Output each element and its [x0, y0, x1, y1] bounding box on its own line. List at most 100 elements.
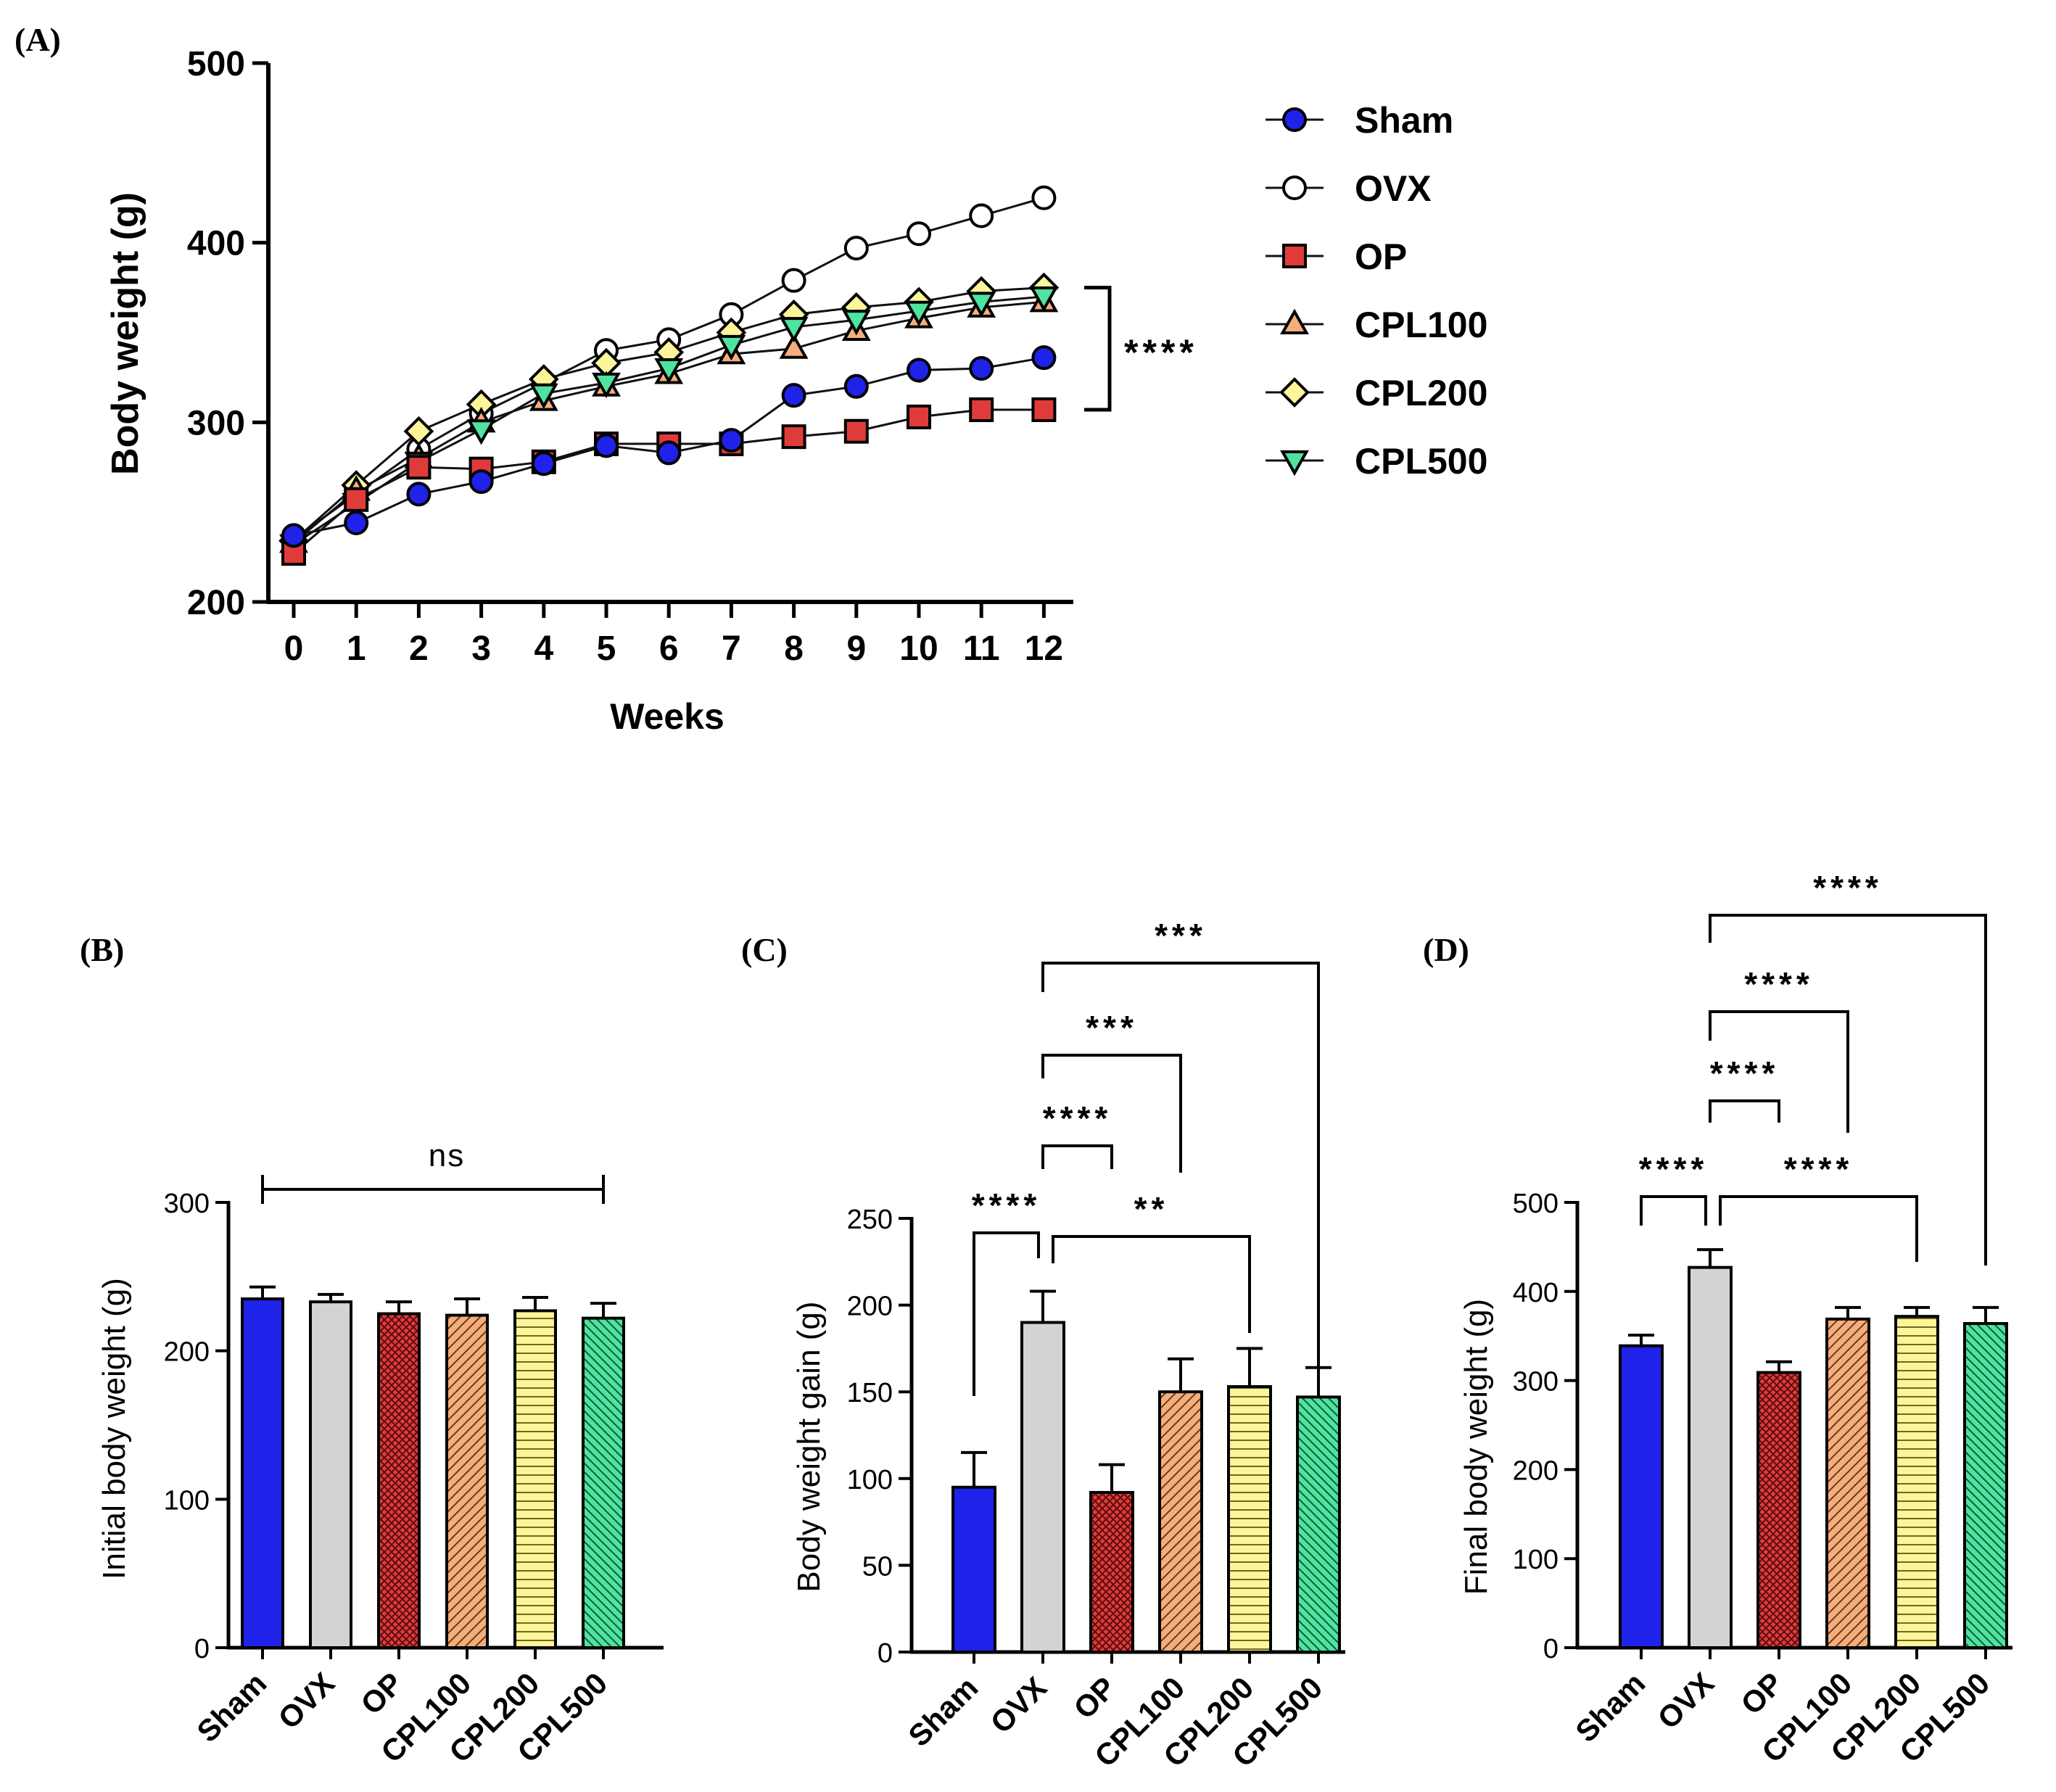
data-point-op: [907, 404, 931, 429]
panel-d-bar-cpl100: [1825, 1317, 1870, 1650]
legend-label-sham: Sham: [1355, 100, 1453, 141]
panel-a-xtick-label: 2: [409, 629, 429, 668]
panel-d-bracket-5: [1709, 914, 1987, 1265]
panel-d-label: (D): [1423, 931, 1469, 968]
panel-d-xtick-label-op: OP: [1734, 1666, 1789, 1721]
panel-a-legend: Sham OVX OP CPL100 CPL200 CPL500: [1266, 100, 1487, 482]
data-point-cpl500: [779, 317, 809, 343]
panel-b-label: (B): [80, 931, 124, 968]
panel-a-series: [278, 185, 1060, 566]
panel-b-bar-sham: [241, 1297, 284, 1649]
panel-c-ytick-label: 250: [847, 1205, 893, 1235]
data-point-cpl500: [967, 292, 996, 318]
panel-d-xtick-label-ovx: OVX: [1651, 1666, 1720, 1735]
panel-b-xtick-label-sham: Sham: [190, 1666, 273, 1748]
panel-d-ytick-label: 500: [1513, 1189, 1558, 1219]
panel-c-ylabel: Body weight gain (g): [791, 1301, 827, 1592]
legend-label-cpl500: CPL500: [1355, 441, 1487, 482]
panel-a-xtick-label: 4: [534, 629, 553, 668]
panel-a-xtick-label: 11: [963, 629, 1000, 668]
panel-b-xtick-label-op: OP: [354, 1666, 409, 1721]
panel-d-bracket-label-3: ****: [1710, 1054, 1780, 1092]
panel-d-ytick-label: 200: [1513, 1456, 1558, 1486]
legend-marker-op: [1282, 244, 1307, 268]
data-point-ovx: [1031, 185, 1057, 210]
panel-d-bracket-label-5: ****: [1813, 869, 1883, 907]
panel-a-xtick-label: 10: [899, 629, 938, 668]
panel-b-bar-chart: (B) Initial body weight (g) 0 100 200 300 Sh…: [80, 931, 664, 1769]
data-point-ovx: [907, 221, 931, 247]
panel-a-ytick-label: 400: [187, 225, 245, 263]
data-point-cpl500: [654, 358, 684, 384]
panel-d-ytick-label: 300: [1513, 1367, 1558, 1397]
panel-c-bar-chart: (C) Body weight gain (g) 0 50 100 150 200 250…: [741, 917, 1345, 1773]
data-point-sham: [468, 469, 494, 495]
panel-b-bar-op: [377, 1312, 421, 1649]
data-point-sham: [969, 356, 994, 381]
data-point-cpl500: [841, 310, 871, 336]
data-point-cpl500: [592, 372, 621, 399]
legend-label-cpl100: CPL100: [1355, 305, 1487, 345]
data-point-sham: [656, 440, 682, 466]
data-point-sham: [843, 373, 869, 399]
panel-b-ylabel: Initial body weight (g): [96, 1278, 132, 1580]
data-point-sham: [719, 428, 744, 453]
data-point-cpl500: [466, 419, 496, 445]
panel-a-ytick-label: 200: [187, 584, 245, 622]
panel-d-xtick-label-sham: Sham: [1569, 1666, 1651, 1748]
data-point-cpl500: [1029, 286, 1059, 313]
panel-d-bar-ovx: [1688, 1265, 1733, 1650]
panel-a-xlabel: Weeks: [610, 696, 724, 737]
panel-c-xtick-label-ovx: OVX: [983, 1670, 1053, 1740]
panel-c-bracket-label-2: **: [1134, 1190, 1169, 1228]
panel-a-line-chart: (A) Body weight (g) Weeks 200 300 400 500 0 1…: [15, 21, 1487, 737]
panel-d-bracket-label-2: ****: [1784, 1150, 1854, 1188]
data-point-op: [344, 487, 369, 512]
legend-label-op: OP: [1355, 236, 1407, 277]
panel-a-ylabel: Body weight (g): [104, 192, 146, 475]
data-point-op: [406, 455, 432, 480]
data-point-sham: [344, 511, 369, 536]
legend-marker-cpl200: [1279, 377, 1310, 408]
panel-c-xtick-label-op: OP: [1067, 1670, 1122, 1725]
legend-label-ovx: OVX: [1355, 168, 1432, 209]
panel-c-label: (C): [741, 931, 788, 968]
panel-a-xtick-label: 8: [784, 629, 804, 668]
data-point-sham: [594, 433, 619, 458]
panel-c-bracket-4: [1041, 1054, 1182, 1173]
panel-d-bar-chart: (D) Final body weight (g) 0 100 200 300 400 5…: [1423, 869, 2012, 1769]
panel-c-bracket-5: [1041, 962, 1320, 1392]
data-point-op: [781, 424, 806, 450]
panel-b-bar-cpl500: [582, 1316, 625, 1649]
panel-b-bar-ovx: [309, 1300, 352, 1650]
panel-b-ytick-label: 100: [164, 1485, 210, 1516]
panel-a-bracket-text: ****: [1124, 332, 1198, 373]
panel-d-bar-op: [1756, 1371, 1801, 1649]
panel-c-bracket-label-1: ****: [972, 1186, 1041, 1224]
panel-b-bar-cpl100: [445, 1313, 489, 1649]
legend-marker-ovx: [1282, 176, 1307, 200]
panel-d-ytick-label: 400: [1513, 1278, 1558, 1308]
panel-d-bar-sham: [1619, 1344, 1664, 1649]
data-point-sham: [907, 358, 931, 383]
panel-c-ytick-label: 150: [847, 1378, 893, 1408]
panel-a-xtick-label: 0: [284, 629, 304, 668]
panel-d-bracket-2: [1719, 1195, 1918, 1262]
panel-c-xtick-label-sham: Sham: [901, 1670, 984, 1753]
data-point-sham: [781, 383, 806, 408]
panel-c-ytick-label: 0: [878, 1638, 893, 1669]
panel-a-xtick-label: 5: [597, 629, 616, 668]
panel-d-bracket-4: [1709, 1010, 1849, 1133]
panel-d-bar-cpl200: [1894, 1315, 1939, 1649]
legend-label-cpl200: CPL200: [1355, 373, 1487, 413]
panel-a-ytick-label: 500: [187, 45, 245, 83]
panel-c-ytick-label: 50: [862, 1551, 893, 1582]
panel-c-ytick-label: 200: [847, 1292, 893, 1322]
panel-a-label: (A): [15, 21, 61, 58]
panel-d-bracket-3: [1709, 1099, 1780, 1123]
panel-d-bracket-label-1: ****: [1639, 1150, 1709, 1188]
panel-d-bracket-1: [1640, 1195, 1707, 1226]
